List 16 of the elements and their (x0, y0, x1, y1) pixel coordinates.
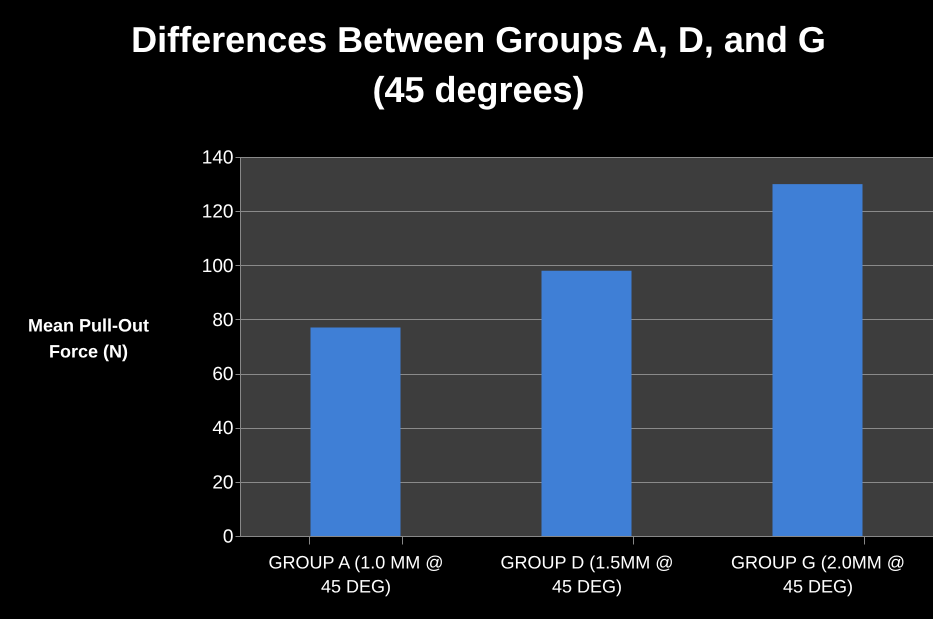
x-tick-label: GROUP D (1.5MM @ 45 DEG) (500, 552, 674, 596)
bar (542, 270, 632, 536)
y-tick-label: 60 (212, 364, 234, 386)
bar (310, 328, 400, 536)
y-axis-title: Mean Pull-Out Force (N) (28, 316, 150, 362)
y-tick-label: 20 (212, 472, 234, 494)
y-tick-label: 120 (202, 202, 234, 223)
chart-title: Differences Between Groups A, D, and G (45 degrees) (131, 19, 826, 110)
x-tick-label: GROUP G (2.0MM @ 45 DEG) (731, 552, 905, 596)
y-tick-label: 140 (202, 148, 234, 168)
x-tick-label: GROUP A (1.0 MM @ 45 DEG) (268, 552, 444, 596)
bar (772, 184, 862, 536)
y-tick-label: 80 (212, 310, 234, 331)
y-tick-label: 40 (212, 418, 234, 440)
y-tick-label: 100 (202, 256, 234, 277)
y-tick-label: 0 (222, 526, 234, 548)
